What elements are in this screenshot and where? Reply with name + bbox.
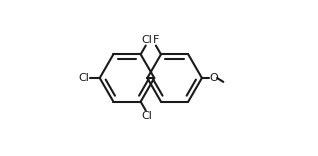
Text: Cl: Cl <box>141 111 152 121</box>
Text: F: F <box>152 35 159 45</box>
Text: Cl: Cl <box>78 73 89 83</box>
Text: Cl: Cl <box>141 35 152 45</box>
Text: O: O <box>210 73 218 83</box>
